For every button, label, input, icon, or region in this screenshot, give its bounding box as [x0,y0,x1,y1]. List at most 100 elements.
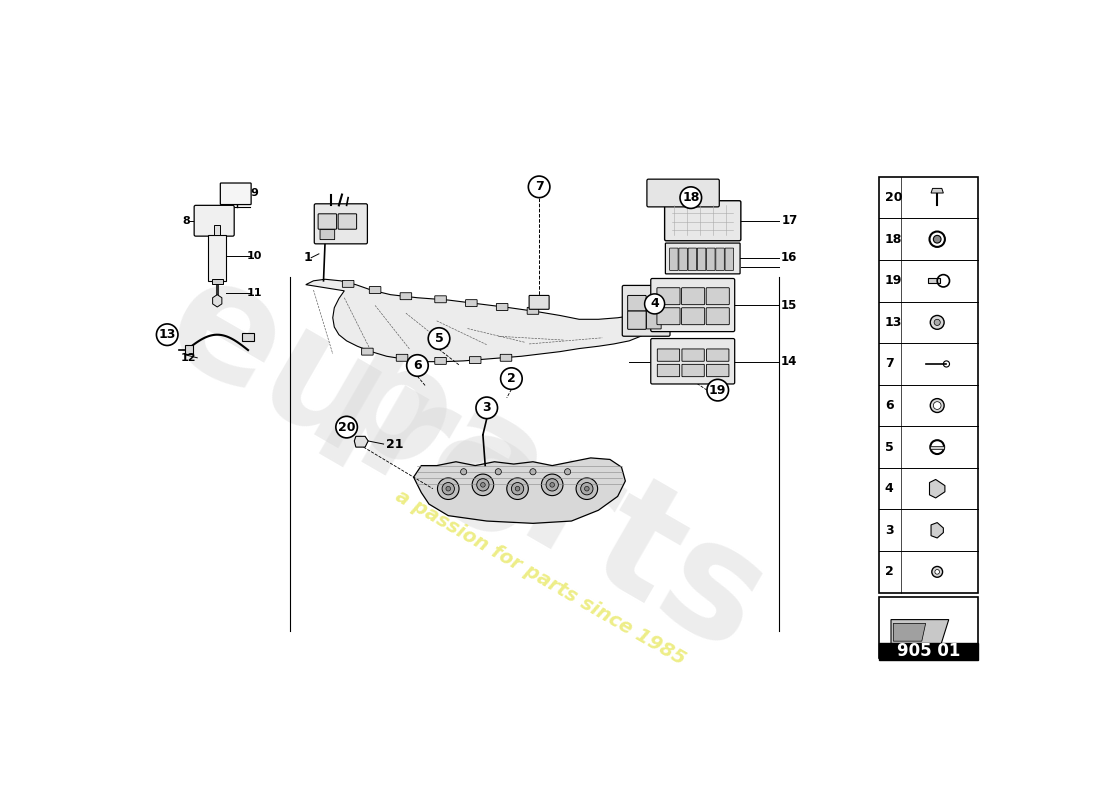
Polygon shape [928,278,940,283]
Text: 21: 21 [386,438,403,450]
Circle shape [530,469,536,475]
FancyBboxPatch shape [682,308,705,325]
FancyBboxPatch shape [362,348,373,355]
FancyBboxPatch shape [657,288,680,305]
Circle shape [500,368,522,390]
Polygon shape [931,522,944,538]
Text: 16: 16 [781,251,798,264]
FancyBboxPatch shape [657,308,680,325]
FancyBboxPatch shape [195,206,234,236]
Circle shape [507,478,528,499]
Text: 4: 4 [884,482,893,495]
Polygon shape [306,279,658,362]
FancyBboxPatch shape [647,306,661,329]
Polygon shape [931,446,944,449]
Circle shape [407,354,428,376]
Polygon shape [930,479,945,498]
Circle shape [495,469,502,475]
FancyBboxPatch shape [342,281,354,287]
FancyBboxPatch shape [320,230,334,240]
FancyBboxPatch shape [623,286,670,336]
Text: 19: 19 [884,274,902,287]
Circle shape [931,315,944,330]
FancyBboxPatch shape [706,349,729,362]
Polygon shape [891,619,948,644]
FancyBboxPatch shape [706,308,729,325]
FancyBboxPatch shape [315,204,367,244]
FancyBboxPatch shape [725,248,734,270]
Circle shape [564,469,571,475]
Circle shape [707,379,728,401]
FancyBboxPatch shape [716,248,724,270]
Polygon shape [208,234,227,281]
Circle shape [472,474,494,496]
Text: 19: 19 [710,384,726,397]
Circle shape [933,402,942,410]
Circle shape [515,486,520,491]
Circle shape [645,294,664,314]
Text: 5: 5 [884,441,893,454]
Circle shape [476,478,490,491]
Text: 15: 15 [781,299,798,312]
FancyBboxPatch shape [666,243,740,274]
Circle shape [528,176,550,198]
Text: a passion for parts since 1985: a passion for parts since 1985 [393,486,689,669]
Bar [880,597,978,658]
FancyBboxPatch shape [647,179,719,207]
Circle shape [156,324,178,346]
Text: 20: 20 [338,421,355,434]
Text: 8: 8 [183,216,190,226]
FancyBboxPatch shape [527,307,539,314]
Polygon shape [354,436,368,447]
Circle shape [438,478,459,499]
Text: 6: 6 [884,399,893,412]
FancyBboxPatch shape [689,248,696,270]
Polygon shape [242,333,254,341]
FancyBboxPatch shape [658,364,680,377]
Text: 11: 11 [246,288,262,298]
Bar [880,642,978,660]
FancyBboxPatch shape [500,354,512,362]
Circle shape [446,486,451,491]
FancyBboxPatch shape [651,278,735,332]
FancyBboxPatch shape [628,295,646,311]
FancyBboxPatch shape [396,354,408,362]
Text: 14: 14 [781,355,798,368]
Circle shape [576,478,597,499]
Circle shape [550,482,554,487]
Circle shape [512,482,524,495]
Polygon shape [414,458,625,523]
FancyBboxPatch shape [658,349,680,362]
Circle shape [442,482,454,495]
FancyBboxPatch shape [670,248,678,270]
Text: 2: 2 [884,566,893,578]
Text: 18: 18 [682,191,700,204]
Text: 13: 13 [884,316,902,329]
Circle shape [932,566,943,578]
FancyBboxPatch shape [706,248,715,270]
FancyBboxPatch shape [370,286,381,294]
Circle shape [934,319,940,326]
FancyBboxPatch shape [318,214,337,230]
Text: 9: 9 [251,188,258,198]
FancyBboxPatch shape [465,300,477,306]
Circle shape [581,482,593,495]
Text: 13: 13 [158,328,176,341]
Bar [880,177,978,593]
FancyBboxPatch shape [434,358,447,364]
FancyBboxPatch shape [434,296,447,302]
Circle shape [461,469,466,475]
Text: 18: 18 [884,233,902,246]
Circle shape [546,478,559,491]
Text: 12: 12 [180,353,196,363]
Text: 4: 4 [650,298,659,310]
FancyBboxPatch shape [682,288,705,305]
Polygon shape [214,226,220,234]
Text: parts: parts [305,319,792,690]
Text: 3: 3 [483,402,491,414]
Text: 17: 17 [781,214,798,227]
Text: 7: 7 [884,358,893,370]
Text: 3: 3 [884,524,893,537]
FancyBboxPatch shape [338,214,356,230]
Circle shape [933,235,942,243]
